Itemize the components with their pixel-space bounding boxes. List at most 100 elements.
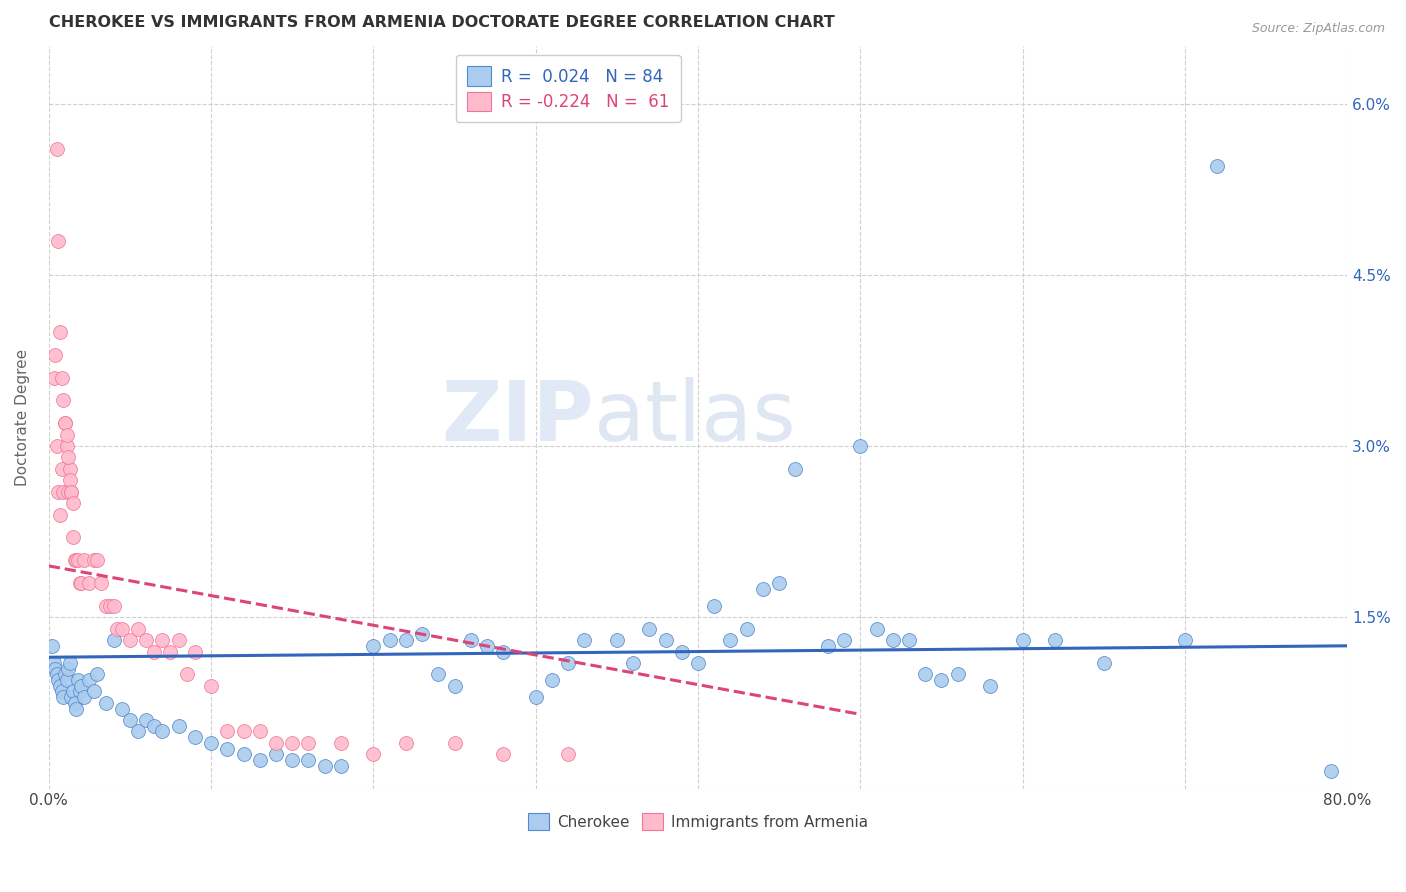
Point [65,701,87,715]
Point [898,633,921,648]
Point [329,736,352,750]
Point [281,753,304,767]
Point [49,325,72,339]
Point [167,633,190,648]
Point [59,462,82,476]
Point [48,484,70,499]
Point [58,662,80,676]
Point [249,753,271,767]
Point [55,673,77,687]
Point [105,622,128,636]
Point [103,599,125,613]
Point [281,736,304,750]
Point [217,741,239,756]
Point [524,690,547,705]
Point [492,644,515,658]
Point [443,679,465,693]
Text: atlas: atlas [595,377,796,458]
Point [60,690,83,705]
Point [184,644,207,658]
Point [264,736,287,750]
Point [127,622,149,636]
Point [914,667,936,681]
Point [42,370,65,384]
Point [53,416,76,430]
Point [946,667,969,681]
Point [492,747,515,762]
Point [51,370,73,384]
Point [62,496,84,510]
Point [606,633,628,648]
Point [329,758,352,772]
Point [443,736,465,750]
Point [671,644,693,658]
Point [94,696,117,710]
Point [1320,764,1343,779]
Point [86,553,108,567]
Point [460,633,482,648]
Point [931,673,953,687]
Point [111,622,134,636]
Point [686,656,709,670]
Point [70,576,93,591]
Point [127,724,149,739]
Point [135,713,157,727]
Point [44,348,66,362]
Point [52,393,75,408]
Point [411,627,433,641]
Point [62,684,84,698]
Point [217,724,239,739]
Point [638,622,661,636]
Point [41,639,63,653]
Point [73,690,96,705]
Point [849,439,872,453]
Point [979,679,1001,693]
Point [70,679,93,693]
Point [395,633,418,648]
Point [621,656,644,670]
Point [817,639,839,653]
Point [297,753,319,767]
Point [103,633,125,648]
Point [66,553,89,567]
Point [176,667,198,681]
Point [49,508,72,522]
Point [735,622,758,636]
Point [60,484,83,499]
Point [44,662,66,676]
Point [363,747,385,762]
Point [59,473,82,487]
Point [51,462,73,476]
Point [159,644,181,658]
Point [832,633,855,648]
Point [52,484,75,499]
Point [200,736,222,750]
Point [83,684,105,698]
Point [53,416,76,430]
Point [541,673,564,687]
Point [62,530,84,544]
Point [150,724,173,739]
Point [143,719,166,733]
Point [63,696,86,710]
Point [1011,633,1033,648]
Point [1174,633,1197,648]
Point [752,582,775,596]
Point [118,633,141,648]
Point [48,234,70,248]
Point [69,684,91,698]
Point [574,633,596,648]
Point [53,667,76,681]
Point [111,701,134,715]
Point [264,747,287,762]
Point [184,730,207,744]
Point [200,679,222,693]
Point [314,758,336,772]
Point [100,599,122,613]
Point [167,719,190,733]
Point [703,599,725,613]
Point [557,747,579,762]
Point [475,639,498,653]
Point [65,553,87,567]
Point [882,633,904,648]
